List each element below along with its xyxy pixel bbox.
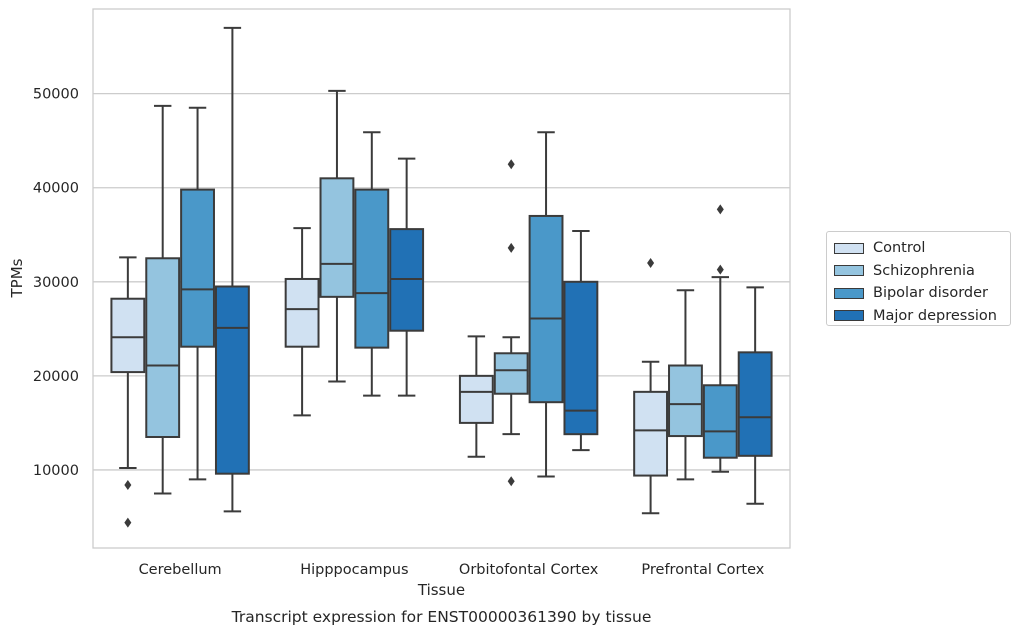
legend-item-major-depression: Major depression [834, 305, 1010, 328]
legend-label: Control [873, 240, 926, 257]
box-major-depression [563, 229, 599, 452]
y-tick-label: 10000 [33, 463, 79, 479]
legend-label: Bipolar disorder [873, 285, 988, 302]
box-body [145, 257, 181, 439]
legend-label: Schizophrenia [873, 262, 975, 279]
y-tick-label: 20000 [33, 369, 79, 385]
outlier-point [647, 257, 655, 268]
legend-item-bipolar-disorder: Bipolar disorder [834, 282, 1010, 305]
legend-swatch [834, 265, 864, 277]
box-control [284, 227, 320, 417]
y-axis-label: TPMs [8, 258, 26, 298]
outlier-point [124, 517, 132, 528]
box-body [737, 351, 773, 457]
box-body [702, 384, 738, 459]
outlier-point [716, 204, 724, 215]
box-major-depression [389, 157, 425, 397]
box-body [354, 188, 390, 349]
x-tick-label: Cerebellum [139, 562, 222, 578]
box-bipolar-disorder [528, 131, 564, 478]
box-schizophrenia [668, 289, 703, 481]
box-bipolar-disorder [180, 106, 215, 481]
box-bipolar-disorder [702, 204, 738, 473]
box-major-depression [737, 286, 773, 505]
box-body [458, 374, 494, 424]
outlier-point [716, 264, 724, 275]
x-tick-label: Hipppocampus [300, 562, 408, 578]
outlier-point [124, 479, 132, 490]
legend-item-control: Control [834, 237, 1010, 260]
x-tick-labels: Cerebellum Hipppocampus Orbitofontal Corte… [139, 562, 765, 578]
box-body [284, 277, 320, 348]
box-schizophrenia [145, 104, 181, 495]
box-body [668, 364, 703, 438]
y-tick-labels: 10000 20000 30000 40000 50000 [33, 87, 79, 479]
box-body [180, 188, 215, 348]
box-bipolar-disorder [354, 131, 390, 397]
box-body [110, 297, 146, 374]
box-major-depression [214, 26, 250, 513]
y-tick-label: 40000 [33, 181, 79, 197]
box-schizophrenia [493, 159, 529, 487]
y-tick-label: 30000 [33, 275, 79, 291]
x-tick-label: Prefrontal Cortex [641, 562, 764, 578]
outlier-point [507, 242, 515, 253]
legend: Control Schizophrenia Bipolar disorder M… [826, 231, 1011, 326]
legend-swatch [834, 242, 864, 254]
x-axis-label: Tissue [417, 581, 465, 599]
outlier-point [507, 476, 515, 487]
chart-title: Transcript expression for ENST0000036139… [231, 608, 652, 626]
legend-swatch [834, 310, 864, 322]
box-control [633, 257, 669, 515]
legend-label: Major depression [873, 307, 997, 324]
boxes [110, 26, 773, 528]
box-control [458, 335, 494, 458]
box-body [528, 214, 564, 404]
box-body [319, 177, 355, 298]
outlier-point [507, 159, 515, 170]
box-body [214, 285, 250, 475]
legend-item-schizophrenia: Schizophrenia [834, 260, 1010, 283]
plot-frame [92, 8, 791, 549]
x-tick-label: Orbitofontal Cortex [459, 562, 599, 578]
box-body [563, 280, 599, 436]
legend-swatch [834, 287, 864, 299]
box-body [493, 352, 529, 395]
y-tick-label: 50000 [33, 87, 79, 103]
box-schizophrenia [319, 89, 355, 383]
box-body [633, 390, 669, 477]
box-control [110, 256, 146, 528]
